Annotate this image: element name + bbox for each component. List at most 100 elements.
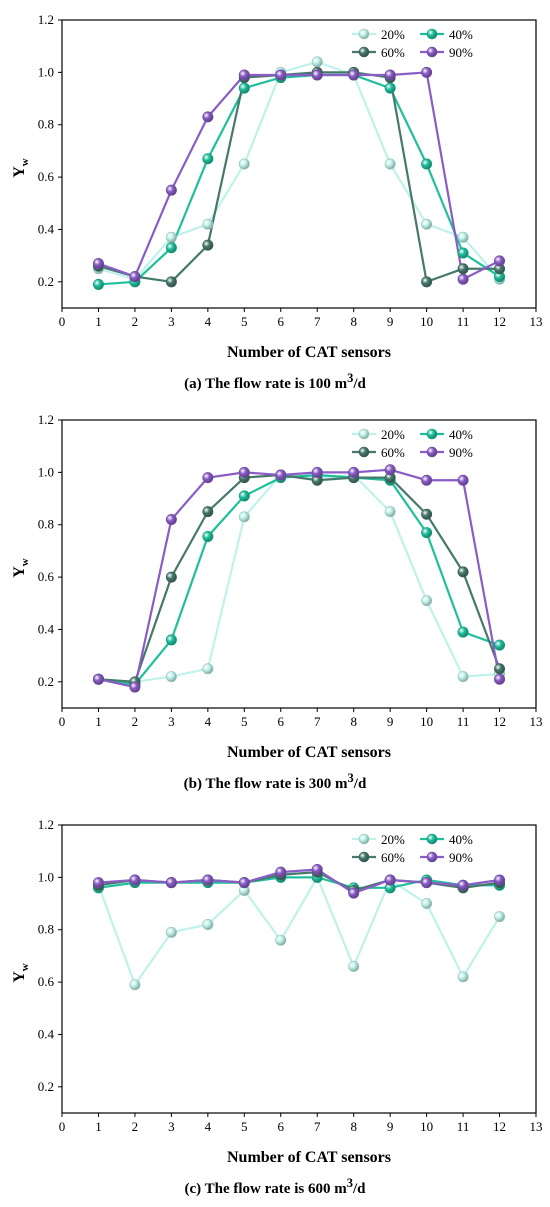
y-tick-label: 0.6: [38, 569, 55, 584]
y-tick-label: 1.0: [38, 464, 54, 479]
data-point: [165, 926, 177, 938]
data-point: [348, 69, 360, 81]
y-tick-label: 0.4: [38, 621, 55, 636]
legend-label: 60%: [381, 445, 405, 460]
data-point: [238, 466, 250, 478]
data-point: [238, 511, 250, 523]
legend-label: 60%: [381, 45, 405, 60]
data-point: [348, 960, 360, 972]
data-point: [384, 82, 396, 94]
y-tick-label: 0.4: [38, 1026, 55, 1041]
data-point: [275, 69, 287, 81]
data-point: [165, 671, 177, 683]
data-point: [457, 626, 469, 638]
x-tick-label: 10: [420, 314, 433, 329]
data-point: [457, 971, 469, 983]
x-tick-label: 0: [59, 314, 66, 329]
data-point: [92, 877, 104, 889]
x-tick-label: 12: [493, 1119, 506, 1134]
data-point: [457, 231, 469, 243]
legend-label: 20%: [381, 427, 405, 442]
x-tick-label: 12: [493, 314, 506, 329]
data-point: [421, 527, 433, 539]
data-point: [494, 911, 506, 923]
legend-marker: [426, 46, 438, 58]
x-tick-label: 9: [387, 714, 394, 729]
legend-marker: [358, 428, 370, 440]
data-point: [92, 673, 104, 685]
legend-label: 90%: [449, 445, 473, 460]
data-point: [457, 263, 469, 275]
x-tick-label: 3: [168, 714, 175, 729]
data-point: [494, 874, 506, 886]
series-line-20pct: [98, 60, 501, 281]
y-tick-label: 0.2: [38, 674, 54, 689]
y-tick-label: 1.2: [38, 12, 54, 27]
data-point: [202, 239, 214, 251]
caption-a-sup: 3: [347, 371, 354, 385]
series-line-60pct: [98, 71, 500, 284]
x-tick-label: 0: [59, 1119, 66, 1134]
legend-marker: [358, 833, 370, 845]
data-point: [421, 66, 433, 78]
data-point: [457, 671, 469, 683]
data-point: [129, 979, 141, 991]
data-point: [421, 898, 433, 910]
caption-c-text: (c) The flow rate is 600 m: [184, 1181, 347, 1197]
data-point: [311, 56, 323, 68]
x-tick-label: 9: [387, 1119, 394, 1134]
chart-panel-a: 0 1 2 3 4 5 6 7 8 9 10 11 12 13 0.2 0.4 0.6 0.8 1.0 1.2 Numb…: [0, 0, 550, 370]
chart-panel-b: 0 1 2 3 4 5 6 7 8 9 10 11 12 13 0.2 0.4 0.6 0.8 1.0 1.2 Numb…: [0, 400, 550, 770]
data-point: [421, 158, 433, 170]
x-tick-label: 10: [420, 714, 433, 729]
x-tick-label: 8: [350, 1119, 357, 1134]
data-point: [311, 69, 323, 81]
data-point: [457, 247, 469, 259]
y-tick-label: 0.8: [38, 117, 54, 132]
y-tick-label: 0.4: [38, 221, 55, 236]
x-tick-label: 5: [241, 714, 248, 729]
data-point: [202, 918, 214, 930]
data-point: [202, 153, 214, 165]
x-tick-label: 6: [278, 714, 285, 729]
x-tick-label: 9: [387, 314, 394, 329]
chart-a: 0 1 2 3 4 5 6 7 8 9 10 11 12 130.20.40.60.81.01.2Numb…: [11, 12, 543, 361]
legend-label: 40%: [449, 832, 473, 847]
data-point: [202, 874, 214, 886]
data-point: [348, 887, 360, 899]
x-tick-label: 7: [314, 1119, 321, 1134]
data-point: [275, 469, 287, 481]
data-point: [202, 218, 214, 230]
legend-marker: [358, 851, 370, 863]
series-line-90pct: [98, 468, 501, 689]
x-tick-label: 8: [350, 714, 357, 729]
y-axis-label: Yw: [11, 963, 31, 983]
caption-a-text: (a) The flow rate is 100 m: [184, 376, 348, 392]
caption-b-sup: 3: [347, 771, 354, 785]
data-point: [129, 271, 141, 283]
x-axis-label: Number of CAT sensors: [227, 744, 391, 761]
x-tick-label: 5: [241, 314, 248, 329]
legend-label: 20%: [381, 27, 405, 42]
y-tick-label: 0.8: [38, 922, 54, 937]
series-line-40pct: [98, 73, 501, 286]
data-point: [202, 506, 214, 518]
data-point: [238, 82, 250, 94]
x-tick-label: 4: [205, 314, 212, 329]
data-point: [202, 531, 214, 543]
y-tick-label: 1.0: [38, 64, 54, 79]
data-point: [129, 874, 141, 886]
x-tick-label: 7: [314, 714, 321, 729]
x-tick-label: 10: [420, 1119, 433, 1134]
data-point: [421, 508, 433, 520]
legend-label: 90%: [449, 850, 473, 865]
data-point: [238, 877, 250, 889]
x-tick-label: 1: [95, 314, 102, 329]
legend-marker: [426, 28, 438, 40]
data-point: [238, 490, 250, 502]
x-tick-label: 4: [205, 714, 212, 729]
y-axis-label: Yw: [11, 558, 31, 578]
data-point: [457, 273, 469, 285]
plot-frame: [61, 19, 537, 309]
data-point: [165, 184, 177, 196]
